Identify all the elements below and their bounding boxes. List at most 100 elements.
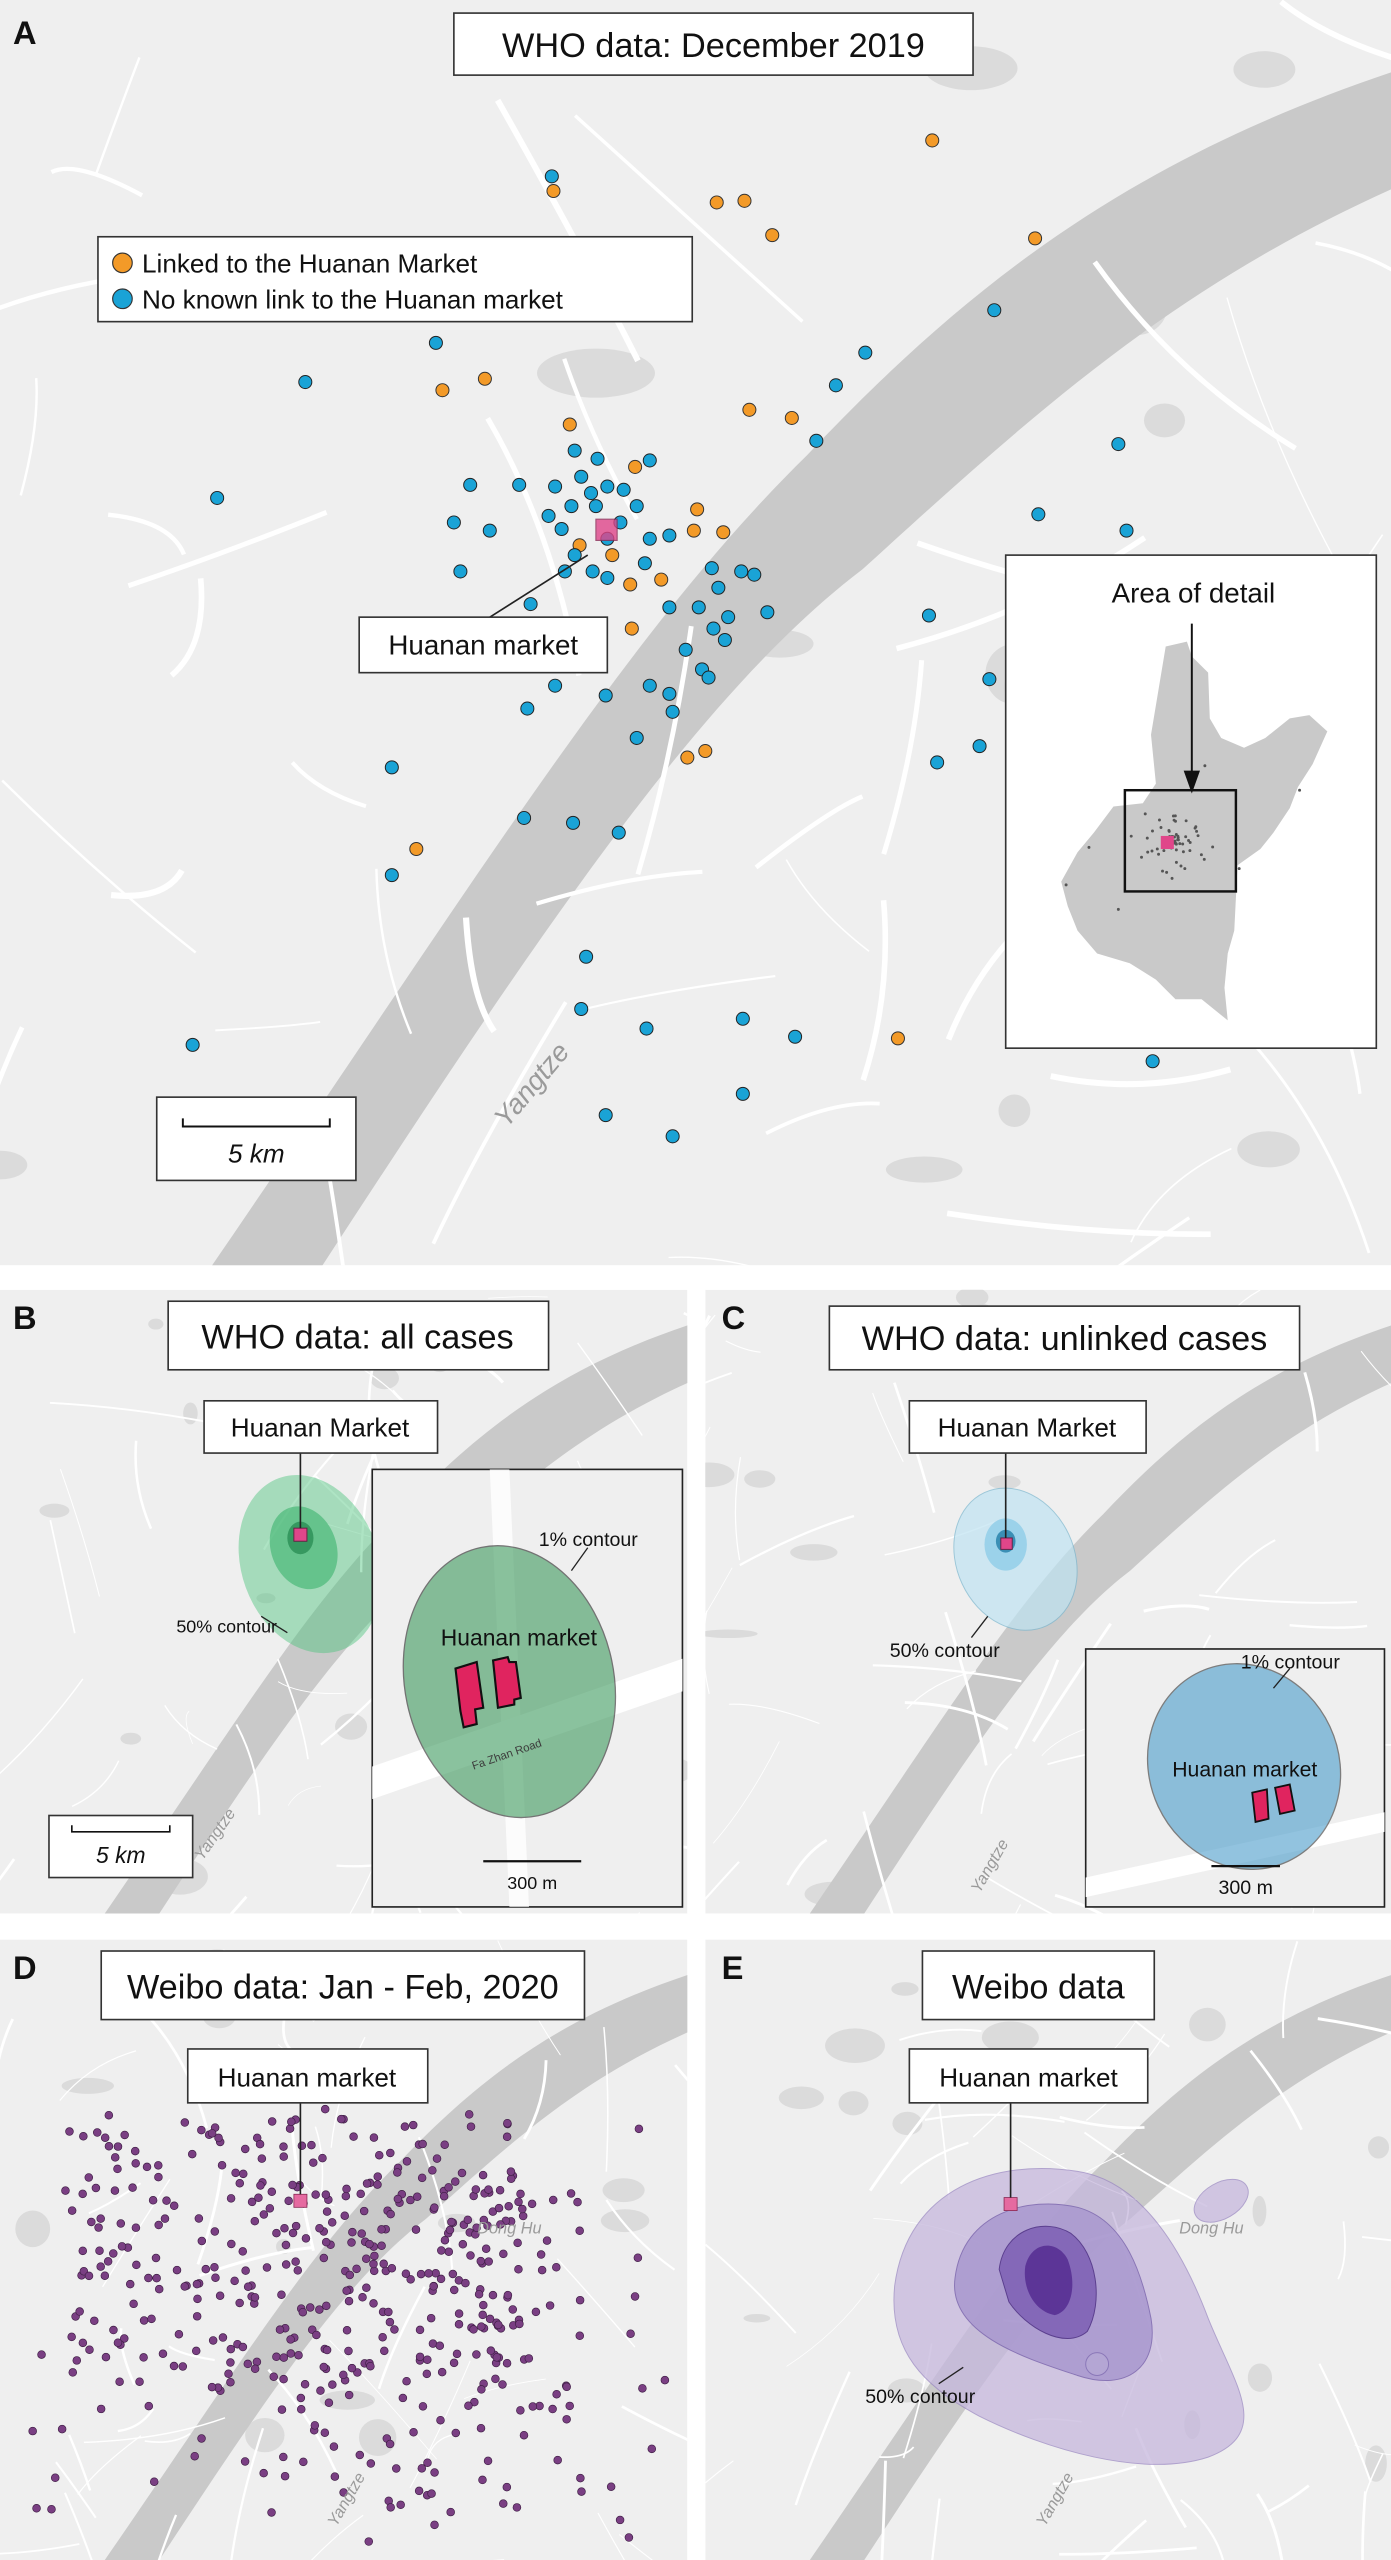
inset-case-point [1143,812,1147,816]
market-label-box [358,616,609,674]
weibo-point [576,2473,585,2483]
weibo-point [154,2284,164,2294]
weibo-point [250,2216,260,2226]
unlinked-case-point [210,490,225,505]
weibo-point [414,2486,424,2496]
road [573,114,804,323]
road [668,1256,750,1266]
unlinked-case-point [735,1086,750,1101]
road [329,2339,437,2460]
weibo-point [417,2464,427,2473]
road [1354,2444,1391,2456]
weibo-point [491,2374,500,2384]
weibo-point [255,2139,265,2149]
panel-letter: D [13,1949,37,1986]
weibo-point [197,2434,206,2443]
terrain-patch [39,1503,70,1518]
weibo-point [524,2354,534,2363]
panel-e: E Weibo data Huanan market 50% contour D… [705,1939,1391,2560]
weibo-point [386,2148,395,2158]
weibo-point [72,2356,82,2365]
weibo-point [486,2346,496,2355]
weibo-point [552,2263,561,2272]
weibo-point [514,2197,523,2207]
weibo-point [342,2184,351,2194]
weibo-point [484,2257,493,2266]
unlinked-case-point [721,610,736,625]
case-points [185,133,1160,1144]
inset-case-point [1170,876,1174,880]
unlinked-case-point [384,868,399,883]
weibo-point [284,2196,293,2206]
weibo-point [226,2194,236,2203]
inset-case-point [1171,814,1175,818]
weibo-point [562,2382,571,2392]
road [169,578,205,678]
weibo-point [471,2185,481,2194]
weibo-point [424,2269,433,2278]
panel-title: Weibo data [952,1968,1126,2006]
market-label: Huanan Market [231,1413,410,1443]
weibo-point [280,2471,290,2481]
terrain-patch [256,1593,276,1604]
road [618,2534,653,2560]
road [1059,2546,1197,2556]
road [906,1670,977,1710]
inset-case-point [1064,883,1068,887]
road [277,1681,348,1694]
weibo-point [318,2153,327,2163]
weibo-point [347,2238,356,2247]
inset-case-point [1146,850,1150,854]
weibo-point [565,2401,574,2411]
inset-case-point [1174,848,1178,852]
unlinked-case-point [548,678,563,693]
weibo-point [492,2353,502,2362]
linked-case-point [686,523,701,538]
weibo-point [402,2376,411,2386]
weibo-point [207,2129,217,2138]
weibo-point [299,2457,308,2467]
inset-case-point [1162,849,1166,853]
weibo-point [435,2341,445,2350]
weibo-point [477,2322,486,2331]
unlinked-case-point [629,730,644,745]
weibo-point [417,2173,427,2183]
base-map [0,1939,688,2560]
linked-case-point [690,502,705,517]
weibo-point [406,2275,415,2284]
inset-case-point [1203,764,1207,768]
road [705,2243,797,2334]
unlinked-case-point [828,378,843,393]
weibo-point [214,2133,223,2143]
market-building [491,1655,522,1710]
inset-case-point [1140,855,1143,859]
linked-case-point [624,621,639,636]
unlinked-case-point [446,515,461,530]
market-label: Huanan market [388,630,578,661]
linked-case-point [654,572,669,587]
road [0,1026,25,1086]
weibo-point [477,2385,486,2394]
road [417,2136,454,2272]
weibo-point [319,2253,329,2263]
terrain-patch [61,2077,114,2094]
weibo-point [131,2159,140,2168]
weibo-point [113,2142,123,2151]
road [577,1342,643,1436]
weibo-point [117,2242,127,2251]
weibo-point [148,2196,158,2205]
title-box [453,12,974,76]
weibo-point [322,2345,332,2355]
weibo-point [272,2228,281,2238]
inset-case-point [1184,835,1188,839]
weibo-point [144,2273,153,2283]
weibo-point [531,2307,541,2317]
weibo-point [235,2298,244,2308]
market-marker [1160,835,1174,849]
weibo-point [87,2217,96,2227]
road [705,2460,734,2484]
weibo-point [37,2350,46,2359]
road [107,512,187,556]
weibo-point [553,2455,562,2465]
legend-label: Linked to the Huanan Market [142,249,478,279]
